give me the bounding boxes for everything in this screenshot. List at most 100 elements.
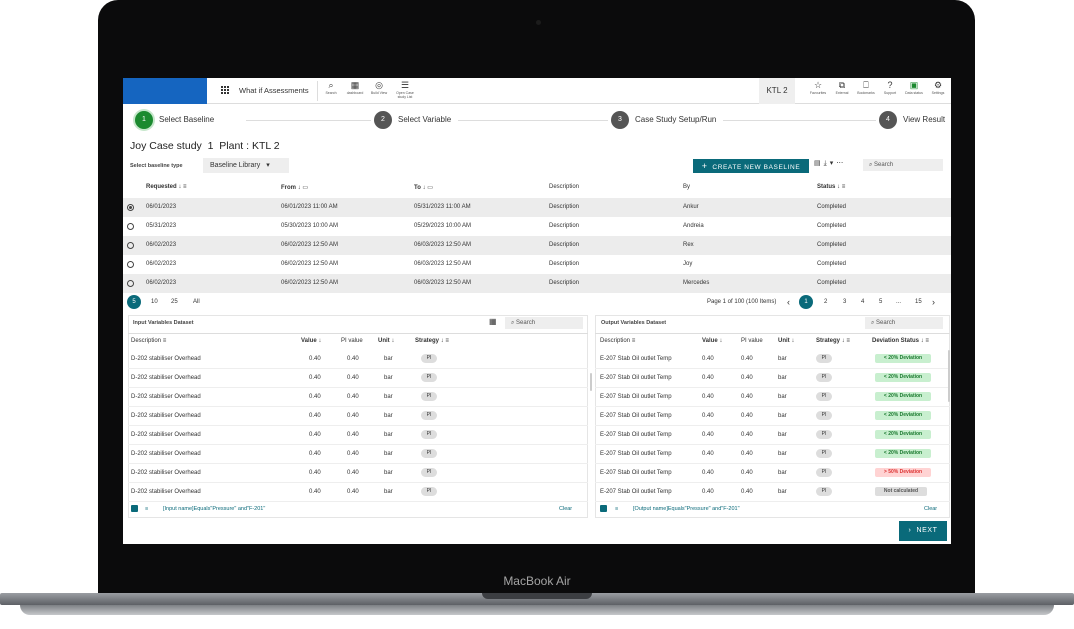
output-col-description[interactable]: Description ≡ (600, 338, 636, 344)
deviation-status-badge: < 20% Deviation (875, 411, 931, 420)
step-connector (723, 120, 876, 121)
col-to[interactable]: To ↓ ▭ (414, 185, 433, 191)
cell-description: Description (549, 204, 580, 210)
input-row-pi: 0.40 (347, 451, 359, 457)
page-2[interactable]: 2 (824, 299, 828, 305)
input-col-unit[interactable]: Unit ↓ (378, 338, 395, 344)
data-status-tool[interactable]: ▣ Data status (902, 80, 926, 95)
output-col-unit[interactable]: Unit ↓ (778, 338, 795, 344)
output-row-description: E-207 Stab Oil outlet Temp (600, 413, 672, 419)
save-icon[interactable]: ▤ (814, 160, 824, 167)
row-radio[interactable] (127, 204, 134, 211)
settings-tool[interactable]: ⚙ Settings (926, 80, 950, 95)
input-col-value[interactable]: Value ↓ (301, 338, 322, 344)
star-icon: ☆ (813, 80, 823, 90)
input-row-pi: 0.40 (347, 356, 359, 362)
case-study-list-tool[interactable]: ☰ Open Case study List (393, 80, 417, 99)
support-tool[interactable]: ? Support (878, 80, 902, 95)
page-size-5[interactable]: 5 (127, 295, 141, 309)
output-clear-link[interactable]: Clear (924, 506, 938, 512)
input-col-description[interactable]: Description ≡ (131, 338, 167, 344)
output-col-deviation[interactable]: Deviation Status ↓ ≡ (872, 338, 929, 344)
baseline-search-input[interactable]: ⌕ Search (863, 159, 943, 171)
table-row[interactable] (123, 255, 951, 274)
col-by[interactable]: By (683, 184, 691, 190)
page-size-25[interactable]: 25 (171, 299, 178, 305)
build-view-tool[interactable]: ◎ Build View (367, 80, 391, 95)
external-tool[interactable]: ⧉ External (830, 80, 854, 95)
col-requested[interactable]: Requested ↓ ≡ (146, 184, 187, 190)
page-title: Joy Case study 1 Plant : KTL 2 (130, 140, 280, 152)
row-radio[interactable] (127, 242, 134, 249)
more-icon[interactable]: ⋯ (836, 160, 847, 167)
col-status[interactable]: Status ↓ ≡ (817, 184, 846, 190)
input-scrollbar[interactable] (590, 373, 592, 391)
cell-from: 05/30/2023 10:00 AM (281, 223, 339, 229)
strategy-badge: PI (816, 430, 832, 439)
input-row-description: D-202 stabiliser Overhead (131, 375, 201, 381)
cell-description: Description (549, 280, 580, 286)
page-size-all[interactable]: All (193, 299, 200, 305)
table-row[interactable] (123, 274, 951, 293)
input-row-unit: bar (384, 451, 393, 457)
output-col-strategy[interactable]: Strategy ↓ ≡ (816, 338, 850, 344)
cell-to: 05/31/2023 11:00 AM (414, 204, 471, 210)
plant-chip[interactable]: KTL 2 (759, 78, 795, 104)
next-button[interactable]: › NEXT (899, 521, 947, 541)
output-search[interactable]: ⌕ Search (865, 317, 943, 329)
row-divider (595, 387, 950, 388)
input-filter-expression: [Input name]Equals"Pressure" and"F-201" (163, 506, 266, 512)
table-row[interactable] (123, 236, 951, 255)
row-radio[interactable] (127, 280, 134, 287)
calendar-icon: ▭ (302, 185, 309, 191)
search-tool[interactable]: ⌕ Search (319, 80, 343, 95)
baseline-type-dropdown[interactable]: Baseline Library ▾ (203, 158, 289, 173)
external-icon: ⧉ (838, 80, 846, 90)
row-divider (595, 482, 950, 483)
output-row-value: 0.40 (702, 432, 714, 438)
filter-icon: ≡ (162, 338, 167, 344)
col-from[interactable]: From ↓ ▭ (281, 185, 309, 191)
prev-page-icon[interactable]: ‹ (787, 297, 790, 307)
input-panel-title: Input Variables Dataset (133, 320, 194, 326)
output-scrollbar[interactable] (948, 350, 950, 402)
output-panel (595, 315, 950, 518)
row-radio[interactable] (127, 223, 134, 230)
dashboard-tool[interactable]: ▦ dashboard (343, 80, 367, 95)
page-5[interactable]: 5 (879, 299, 883, 305)
table-row[interactable] (123, 198, 951, 217)
next-page-icon[interactable]: › (932, 297, 935, 307)
favourites-tool[interactable]: ☆ Favourites (806, 80, 830, 95)
data-status-icon: ▣ (909, 80, 919, 90)
page-1[interactable]: 1 (799, 295, 813, 309)
input-col-strategy[interactable]: Strategy ↓ ≡ (415, 338, 449, 344)
input-row-unit: bar (384, 489, 393, 495)
column-chooser-icon[interactable]: ▦ (489, 317, 497, 326)
bookmarks-tool[interactable]: ⎕ Bookmarks (854, 80, 878, 95)
output-col-pi[interactable]: PI value (741, 338, 763, 344)
input-filter-checkbox[interactable] (131, 505, 138, 512)
cell-from: 06/02/2023 12:50 AM (281, 261, 339, 267)
page-3[interactable]: 3 (843, 299, 847, 305)
download-icon[interactable]: ⤓▾ (823, 160, 837, 167)
strategy-badge: PI (421, 373, 437, 382)
table-row[interactable] (123, 217, 951, 236)
output-filter-checkbox[interactable] (600, 505, 607, 512)
input-clear-link[interactable]: Clear (559, 506, 573, 512)
settings-icon: ⚙ (933, 80, 943, 90)
top-bar: What if Assessments ⌕ Search ▦ dashboard ◎… (123, 78, 951, 104)
cell-requested: 05/31/2023 (146, 223, 177, 229)
page-size-10[interactable]: 10 (151, 299, 158, 305)
cell-by: Mercedes (683, 280, 710, 286)
page-4[interactable]: 4 (861, 299, 865, 305)
create-baseline-button[interactable]: + CREATE NEW BASELINE (693, 159, 809, 173)
col-description[interactable]: Description (549, 184, 580, 190)
page-15[interactable]: 15 (915, 299, 922, 305)
brand-logo[interactable] (123, 78, 207, 104)
app-grid-icon[interactable] (221, 86, 231, 96)
input-search[interactable]: ⌕ Search (505, 317, 583, 329)
input-col-pi[interactable]: PI value (341, 338, 363, 344)
deviation-status-badge: < 20% Deviation (875, 373, 931, 382)
row-radio[interactable] (127, 261, 134, 268)
output-col-value[interactable]: Value ↓ (702, 338, 723, 344)
